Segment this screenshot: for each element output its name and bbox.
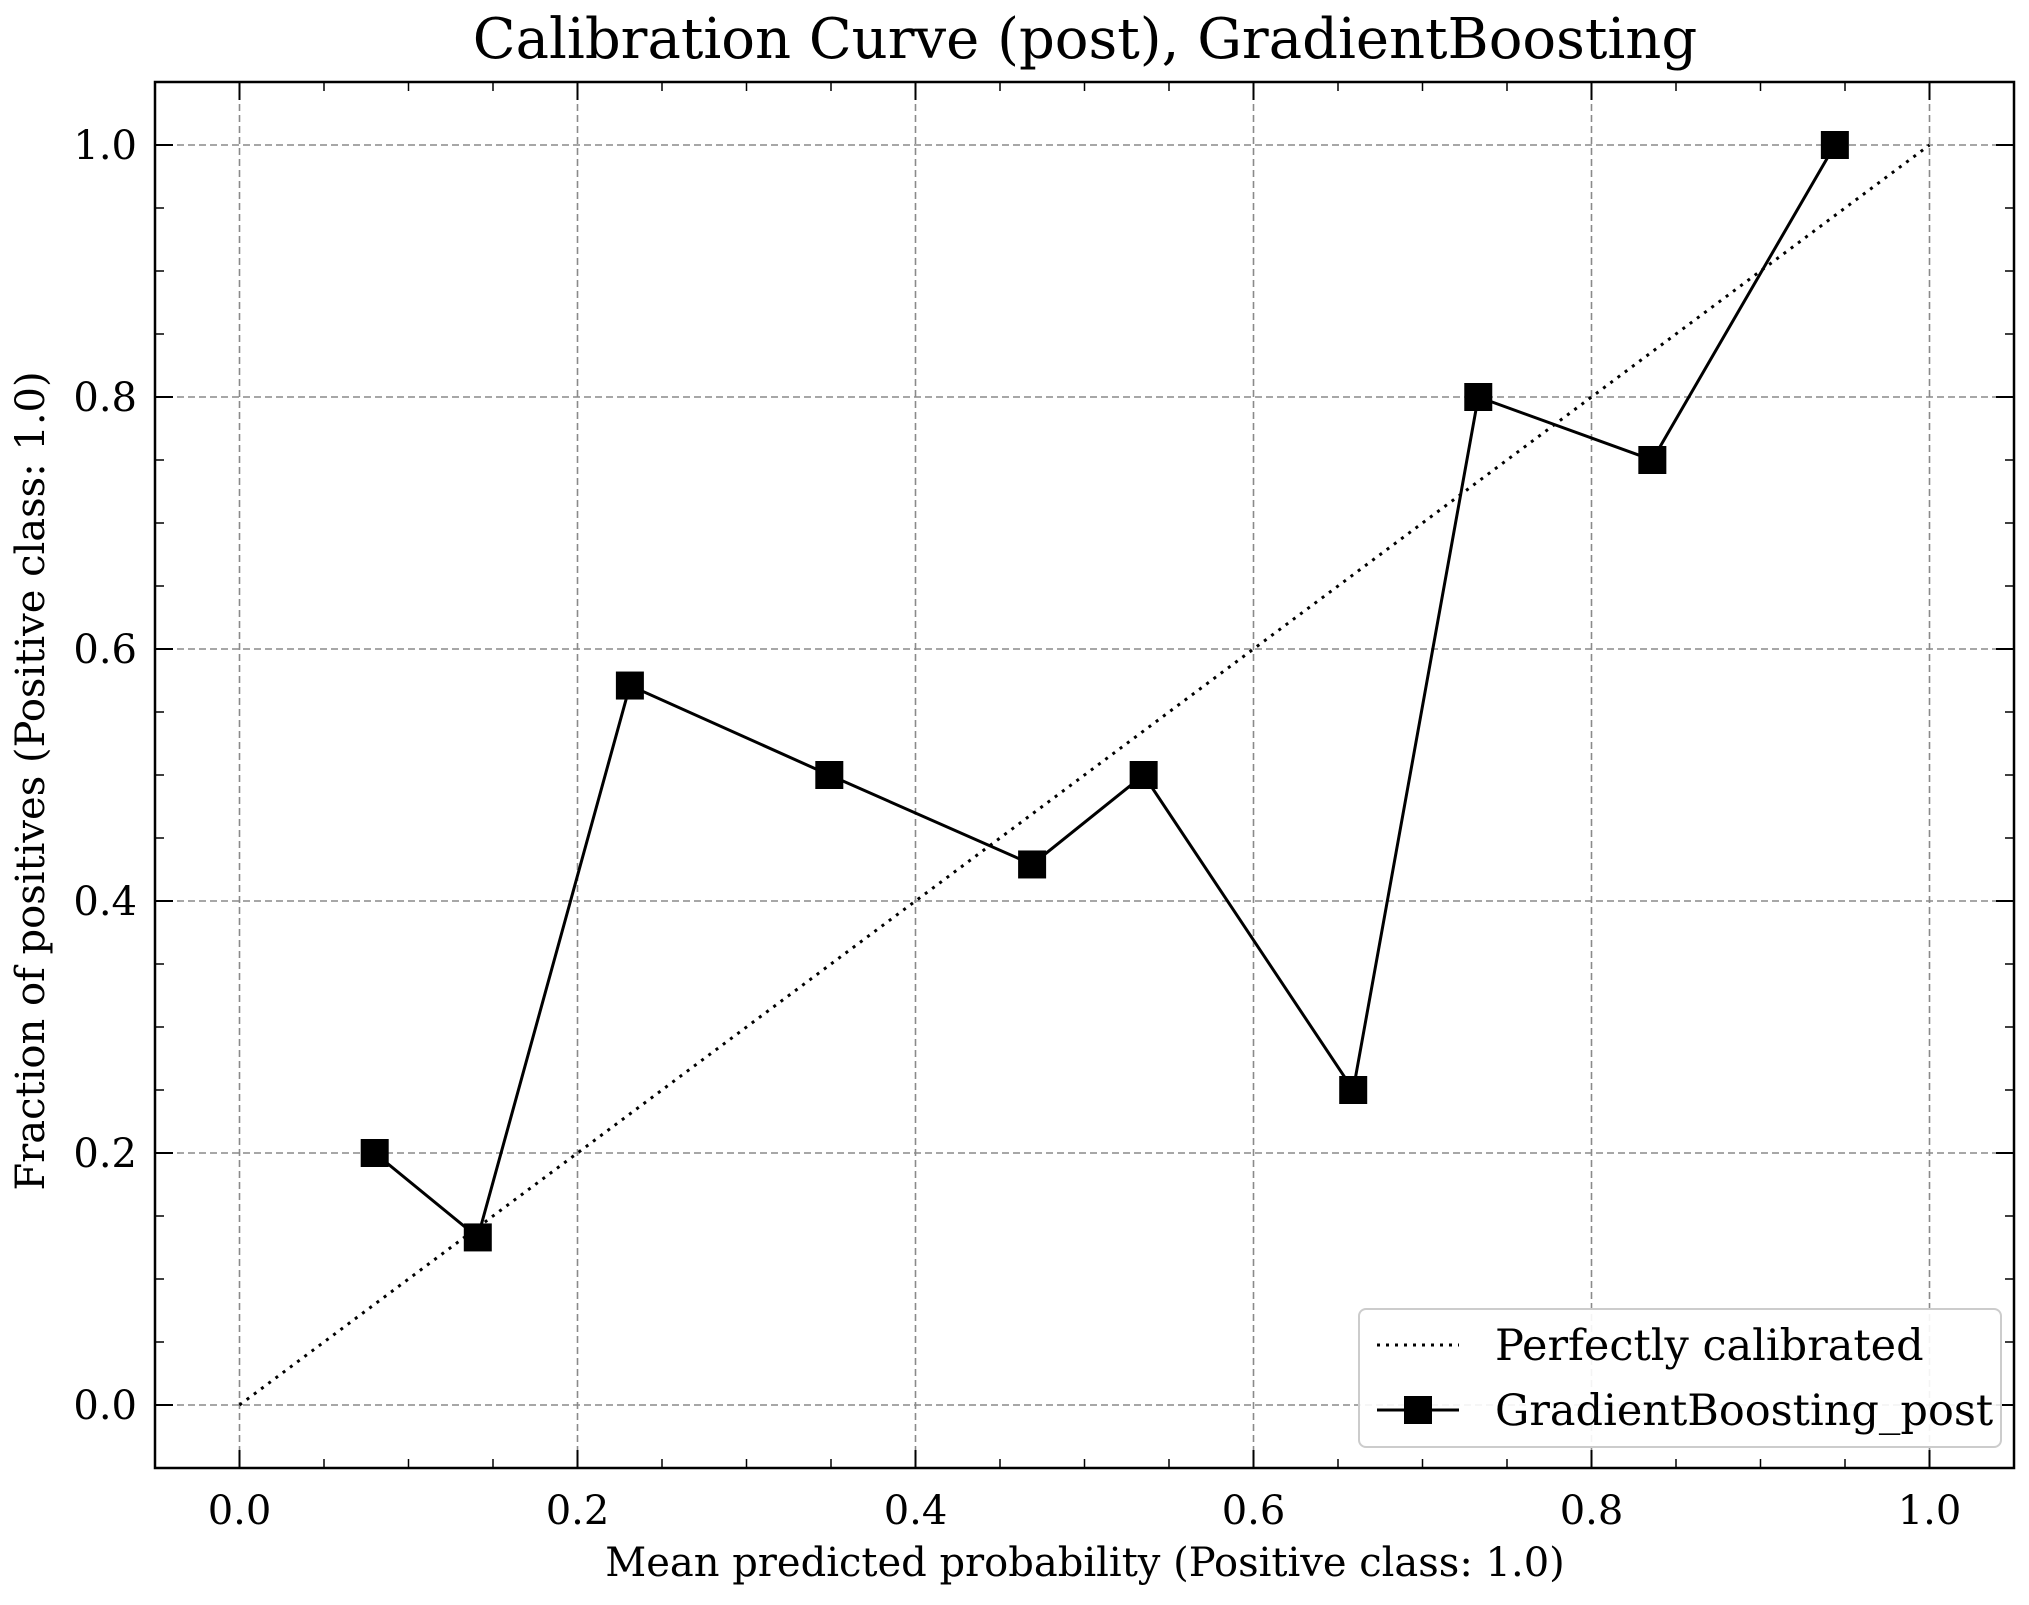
x-tick-label-3: 0.6 — [1222, 1488, 1286, 1534]
axis-ticks: 0.0 0.2 0.4 0.6 0.8 1.0 0.0 0.2 0.4 0.6 0.8 1.0 — [73, 82, 2014, 1534]
data-point-1-0 — [360, 1139, 389, 1167]
legend-box — [1358, 1308, 2002, 1448]
y-tick-label-3: 0.6 — [73, 627, 137, 673]
series-line-1 — [373, 144, 1837, 1241]
y-axis-label: Fraction of positives (Positive class: 1… — [8, 371, 54, 1190]
legend: Perfectly calibrated GradientBoosting_pos… — [1358, 1308, 2002, 1448]
data-point-1-9 — [1820, 131, 1849, 159]
data-point-1-7 — [1464, 383, 1493, 411]
data-point-1-4 — [1018, 850, 1047, 879]
series-line-0 — [238, 143, 1931, 1407]
data-point-1-8 — [1638, 446, 1667, 474]
data-point-1-5 — [1129, 761, 1158, 789]
y-tick-label-0: 0.0 — [73, 1383, 137, 1429]
x-tick-label-5: 1.0 — [1898, 1488, 1962, 1534]
data-point-1-6 — [1339, 1076, 1368, 1104]
chart-title: Calibration Curve (post), GradientBoosti… — [473, 7, 1697, 72]
y-tick-label-1: 0.2 — [73, 1131, 137, 1177]
x-axis-label: Mean predicted probability (Positive cla… — [605, 1540, 1565, 1586]
x-tick-label-2: 0.4 — [884, 1488, 948, 1534]
plot-data — [238, 131, 1931, 1407]
y-tick-label-2: 0.4 — [73, 879, 137, 925]
legend-marker-1 — [1404, 1396, 1432, 1424]
data-point-1-1 — [463, 1223, 492, 1252]
grid-lines — [155, 82, 2014, 1468]
data-point-1-2 — [615, 671, 644, 700]
x-tick-label-1: 0.2 — [546, 1488, 610, 1534]
x-tick-label-4: 0.8 — [1560, 1488, 1624, 1534]
y-tick-label-4: 0.8 — [73, 375, 137, 421]
x-tick-label-0: 0.0 — [208, 1488, 272, 1534]
legend-label-0: Perfectly calibrated — [1495, 1321, 1924, 1371]
data-point-1-3 — [815, 761, 844, 789]
legend-label-1: GradientBoosting_post — [1495, 1386, 1993, 1436]
y-tick-label-5: 1.0 — [73, 123, 137, 169]
